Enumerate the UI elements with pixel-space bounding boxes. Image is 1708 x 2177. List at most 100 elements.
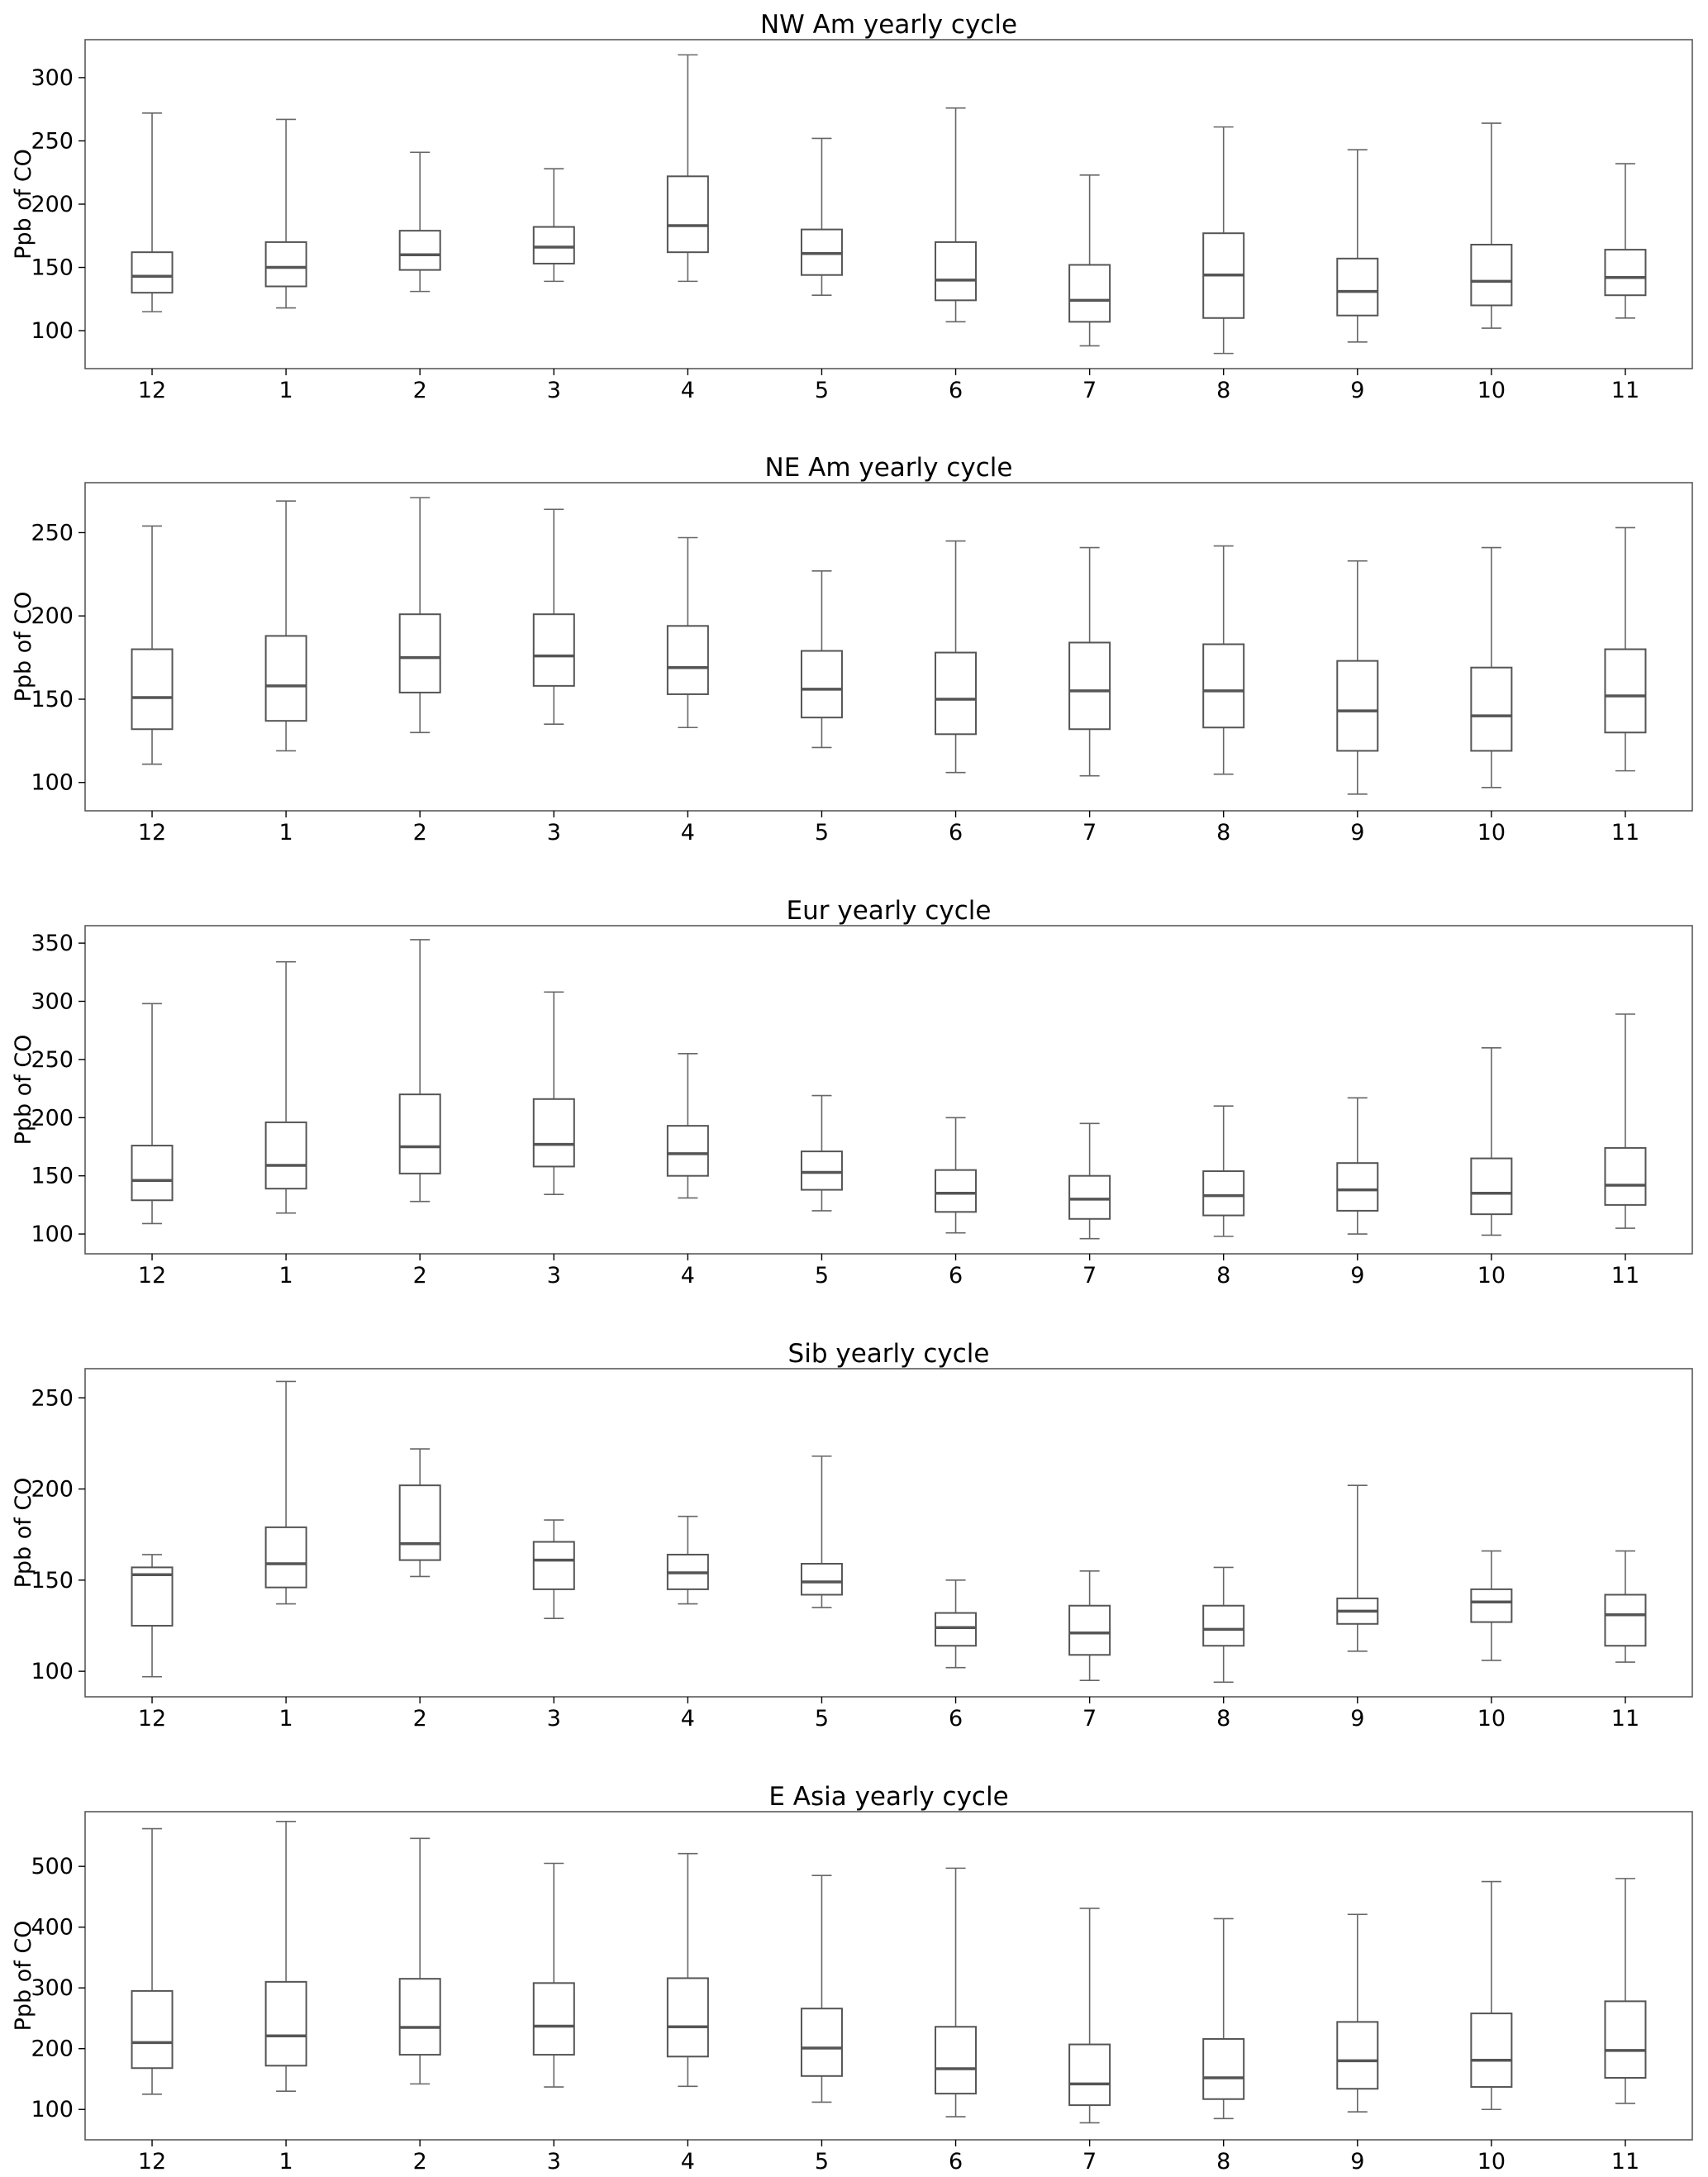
iqr-box	[398, 1978, 441, 2056]
iqr-box	[935, 241, 978, 302]
x-tick-label: 5	[815, 378, 829, 403]
x-tick-label: 12	[138, 378, 166, 403]
box-3	[532, 508, 575, 726]
x-tick-label: 4	[681, 820, 695, 846]
x-tick-label: 8	[1216, 820, 1230, 846]
y-tick-label: 200	[31, 2036, 74, 2062]
y-tick-label: 200	[31, 603, 74, 629]
iqr-box	[264, 635, 307, 722]
x-tick-label: 8	[1216, 378, 1230, 403]
iqr-box	[1604, 648, 1647, 734]
iqr-box	[1604, 249, 1647, 297]
x-tick-label: 9	[1350, 820, 1364, 846]
x-tick-label: 9	[1350, 1263, 1364, 1289]
iqr-box	[264, 1121, 307, 1190]
iqr-box	[131, 648, 174, 731]
box-2	[398, 1837, 441, 2085]
iqr-box	[532, 1982, 575, 2056]
iqr-box	[1604, 2000, 1647, 2079]
plot-frame	[84, 1811, 1693, 2141]
x-tick-label: 5	[815, 1263, 829, 1289]
box-1	[264, 118, 307, 309]
x-tick-label: 12	[138, 1263, 166, 1289]
iqr-box	[1604, 1146, 1647, 1206]
box-5	[800, 1094, 843, 1212]
box-8	[1202, 1917, 1245, 2120]
box-6	[935, 107, 978, 323]
x-tick-label: 2	[413, 378, 427, 403]
x-tick-label: 11	[1611, 378, 1639, 403]
x-tick-label: 12	[138, 2149, 166, 2175]
box-12	[131, 1554, 174, 1678]
box-2	[398, 151, 441, 293]
iqr-box	[935, 2026, 978, 2095]
box-6	[935, 1867, 978, 2117]
box-2	[398, 1448, 441, 1578]
iqr-box	[1336, 2021, 1379, 2090]
y-tick-label: 250	[31, 1047, 74, 1073]
y-tick-label: 250	[31, 520, 74, 545]
iqr-box	[532, 613, 575, 687]
x-tick-label: 6	[949, 820, 963, 846]
x-tick-label: 2	[413, 820, 427, 846]
iqr-box	[1470, 2013, 1513, 2089]
panel-nw-am: NW Am yearly cycle Ppb of CO 10015020025…	[11, 10, 1693, 403]
box-4	[666, 1053, 709, 1199]
box-9	[1336, 1913, 1379, 2113]
y-tick-label: 100	[31, 318, 74, 344]
box-7	[1068, 546, 1111, 777]
x-tick-label: 5	[815, 820, 829, 846]
iqr-box	[1470, 1157, 1513, 1216]
x-tick-label: 4	[681, 378, 695, 403]
box-3	[532, 991, 575, 1196]
iqr-box	[1202, 1170, 1245, 1217]
x-tick-label: 9	[1350, 378, 1364, 403]
iqr-box	[1068, 2043, 1111, 2107]
iqr-box	[264, 1980, 307, 2067]
x-tick-label: 7	[1082, 1263, 1097, 1289]
box-10	[1470, 1550, 1513, 1661]
x-tick-label: 6	[949, 1263, 963, 1289]
iqr-box	[1336, 1162, 1379, 1212]
iqr-box	[800, 2008, 843, 2077]
iqr-box	[131, 251, 174, 294]
panel-title: E Asia yearly cycle	[768, 1782, 1008, 1812]
plot-frame	[84, 1368, 1693, 1698]
x-tick-label: 3	[547, 1263, 561, 1289]
iqr-box	[800, 1562, 843, 1596]
iqr-box	[532, 226, 575, 264]
iqr-box	[935, 651, 978, 736]
iqr-box	[1604, 1593, 1647, 1647]
x-tick-label: 3	[547, 820, 561, 846]
box-2	[398, 497, 441, 734]
box-6	[935, 540, 978, 774]
x-tick-label: 9	[1350, 2149, 1364, 2175]
iqr-box	[1336, 257, 1379, 317]
box-11	[1604, 526, 1647, 772]
iqr-box	[666, 625, 709, 695]
x-tick-label: 11	[1611, 820, 1639, 846]
x-tick-label: 11	[1611, 1706, 1639, 1732]
x-tick-label: 12	[138, 1706, 166, 1732]
x-tick-label: 1	[279, 2149, 293, 2175]
x-tick-label: 9	[1350, 1706, 1364, 1732]
box-12	[131, 112, 174, 312]
panel-title: NW Am yearly cycle	[760, 10, 1017, 40]
y-axis-label: Ppb of CO	[11, 1921, 36, 2032]
box-1	[264, 960, 307, 1214]
box-3	[532, 1862, 575, 2088]
box-12	[131, 525, 174, 765]
iqr-box	[1202, 1604, 1245, 1647]
box-10	[1470, 122, 1513, 329]
x-tick-label: 10	[1477, 1706, 1506, 1732]
box-4	[666, 1852, 709, 2088]
x-tick-label: 1	[279, 1706, 293, 1732]
x-tick-label: 2	[413, 1263, 427, 1289]
y-tick-label: 100	[31, 2097, 74, 2122]
iqr-box	[800, 650, 843, 719]
x-tick-label: 10	[1477, 378, 1506, 403]
box-1	[264, 1380, 307, 1605]
iqr-box	[398, 230, 441, 271]
iqr-box	[935, 1612, 978, 1647]
y-tick-label: 250	[31, 128, 74, 154]
